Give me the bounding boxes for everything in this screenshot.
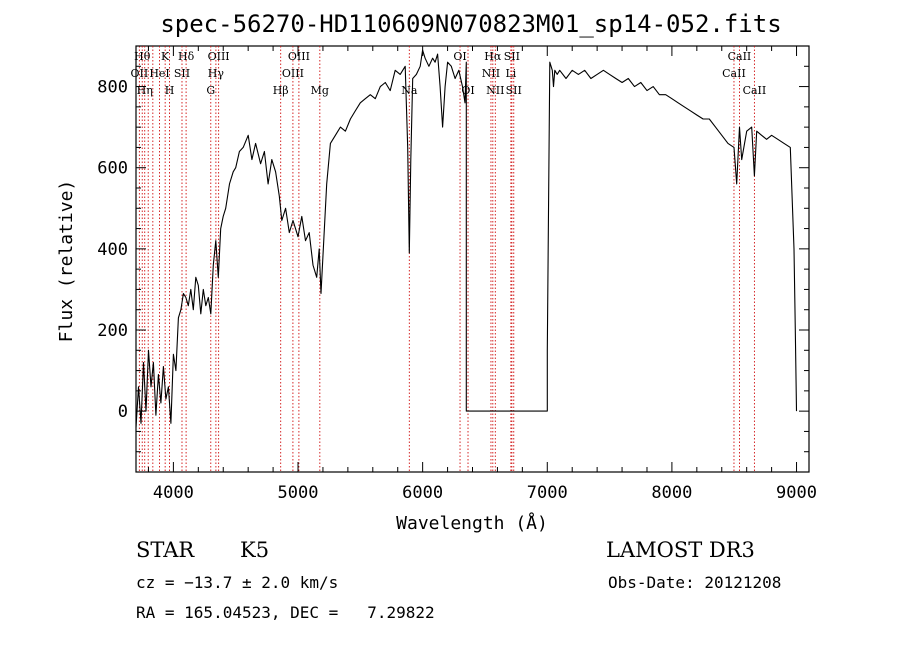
- line-marker-label-26: CaII: [722, 67, 746, 80]
- x-tick-label-1: 5000: [278, 483, 319, 503]
- line-marker-label-17: Na: [401, 84, 418, 97]
- flux-series: [135, 49, 798, 428]
- y-tick-label-1: 200: [97, 321, 128, 341]
- x-tick-label-4: 8000: [651, 483, 692, 503]
- line-marker-label-24: SII: [504, 50, 520, 63]
- line-marker-label-14: OIII: [282, 67, 304, 80]
- line-marker-label-21: Hα: [484, 50, 502, 63]
- redshift-velocity: cz = −13.7 ± 2.0 km/s: [136, 573, 339, 592]
- line-marker-label-2: Hη: [137, 84, 153, 97]
- emission-line-markers: [138, 46, 755, 472]
- spectral-subclass: K5: [240, 538, 270, 562]
- line-marker-label-8: SII: [174, 67, 190, 80]
- y-tick-label-4: 800: [97, 78, 128, 98]
- line-marker-label-12: OIII: [208, 50, 230, 63]
- x-tick-label-0: 4000: [153, 483, 194, 503]
- plot-frame: [135, 45, 810, 473]
- line-marker-label-19: OI: [461, 84, 474, 97]
- chart-title: spec-56270-HD110609N070823M01_sp14-052.f…: [160, 10, 781, 38]
- line-marker-label-22: NII: [486, 84, 504, 97]
- coordinates: RA = 165.04523, DEC = 7.29822: [136, 603, 435, 622]
- observation-date: Obs-Date: 20121208: [608, 573, 782, 592]
- line-marker-label-15: OIII: [288, 50, 310, 63]
- line-marker-label-28: CaII: [743, 84, 767, 97]
- line-marker-label-18: OI: [453, 50, 466, 63]
- line-marker-label-0: Hθ: [134, 50, 151, 63]
- y-axis-label: Flux (relative): [56, 180, 77, 343]
- line-marker-label-9: Hδ: [178, 50, 195, 63]
- y-tick-label-2: 400: [97, 240, 128, 260]
- object-class: STAR: [136, 538, 195, 562]
- line-marker-label-11: Hγ: [208, 67, 225, 80]
- y-axis-ticks: 0 200 400 600 800: [97, 45, 809, 453]
- x-axis-ticks: 4000 5000 6000 7000 8000 9000: [147, 46, 817, 503]
- line-marker-label-1: OII: [131, 67, 149, 80]
- y-tick-label-0: 0: [118, 402, 128, 422]
- line-marker-label-6: K: [161, 50, 170, 63]
- line-marker-label-13: Hβ: [273, 84, 289, 97]
- y-tick-label-3: 600: [97, 159, 128, 179]
- line-marker-label-16: Mg: [311, 84, 329, 97]
- x-axis-label: Wavelength (Å): [396, 512, 548, 534]
- survey-name: LAMOST DR3: [606, 538, 755, 562]
- line-marker-label-25: SII: [506, 84, 522, 97]
- line-marker-label-7: H: [165, 84, 175, 97]
- x-tick-label-3: 7000: [527, 483, 568, 503]
- x-tick-label-5: 9000: [776, 483, 817, 503]
- series-line-flux: [135, 49, 798, 428]
- line-marker-label-5: HeI: [149, 67, 169, 80]
- line-marker-label-20: NII: [482, 67, 500, 80]
- x-tick-label-2: 6000: [402, 483, 443, 503]
- line-marker-label-23: Li: [505, 67, 516, 80]
- line-marker-label-27: CaII: [728, 50, 752, 63]
- emission-line-labels: Hθ OII Hη HeI K H SII Hδ G Hγ OIII Hβ OIII OIII Mg Na OI…: [131, 50, 767, 97]
- line-marker-label-10: G: [206, 84, 215, 97]
